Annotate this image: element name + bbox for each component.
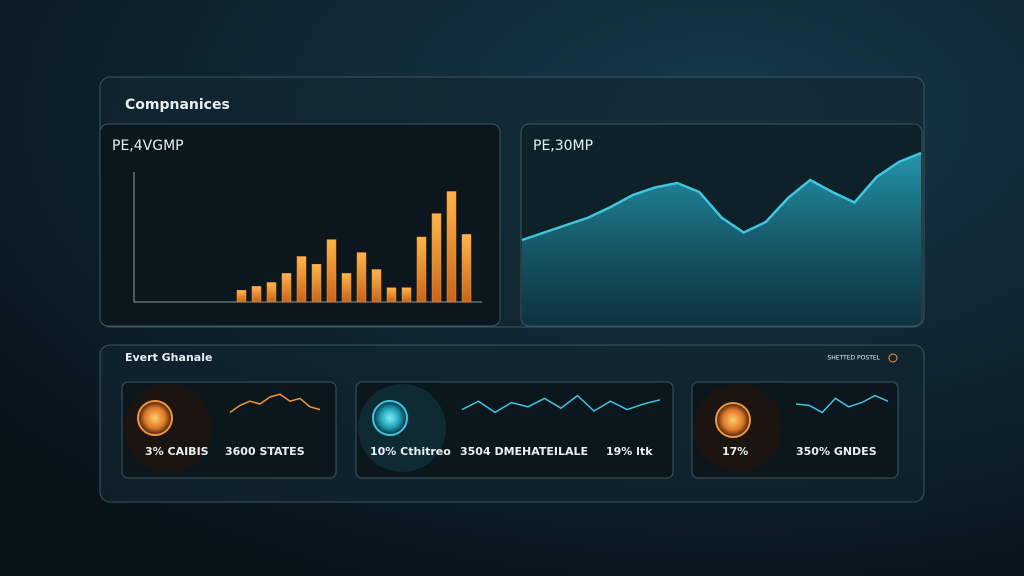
gauge: [137, 400, 173, 436]
bar: [461, 234, 472, 303]
bar: [401, 287, 412, 303]
bar: [446, 191, 457, 303]
sparkline: [229, 393, 321, 414]
badge: SHETTED POSTEL: [827, 355, 880, 362]
stat: 3504 DMEHATEILALE: [460, 445, 588, 458]
bar: [266, 282, 277, 303]
stat: 19% ltk: [606, 445, 653, 458]
gauge: [372, 400, 408, 436]
bar: [296, 256, 307, 303]
sparkline: [795, 394, 889, 414]
stat: 3600 STATES: [225, 445, 305, 458]
panel-title: Evert Ghanale: [125, 351, 212, 364]
badge-icon: [888, 353, 898, 363]
card-title: PE,30MP: [533, 138, 593, 154]
bar: [386, 287, 397, 303]
sparkline: [461, 394, 661, 414]
stat: 3% CAIBIS: [145, 445, 209, 458]
bar: [341, 273, 352, 303]
stat: 10% Cthitreo: [370, 445, 451, 458]
bar: [416, 236, 427, 303]
bar: [326, 239, 337, 303]
bar: [281, 273, 292, 303]
stat: 350% GNDES: [796, 445, 877, 458]
bar: [251, 286, 262, 303]
bar-card: [99, 123, 501, 327]
card-title: PE,4VGMP: [112, 138, 184, 154]
bar: [311, 264, 322, 303]
stat: 17%: [722, 445, 748, 458]
wave-line: [521, 151, 922, 242]
gauge: [715, 402, 751, 438]
panel-title: Compnanices: [125, 97, 230, 113]
wave-area: [522, 153, 921, 325]
bar: [371, 269, 382, 303]
bar: [356, 252, 367, 303]
bar: [236, 290, 247, 303]
bar: [431, 213, 442, 303]
